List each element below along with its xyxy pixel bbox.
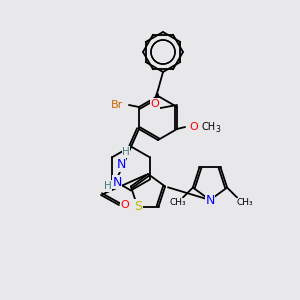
Text: S: S [134,200,142,213]
Text: CH: CH [202,122,216,132]
Text: N: N [116,158,126,172]
Text: Br: Br [111,100,123,110]
Text: O: O [121,200,129,210]
Text: CH₃: CH₃ [169,198,186,207]
Text: N: N [205,194,215,206]
Text: N: N [112,176,122,188]
Text: CH₃: CH₃ [237,198,254,207]
Text: O: O [151,99,159,109]
Text: H: H [104,181,112,191]
Text: 3: 3 [215,124,220,134]
Text: H: H [122,147,130,157]
Text: O: O [190,122,198,132]
